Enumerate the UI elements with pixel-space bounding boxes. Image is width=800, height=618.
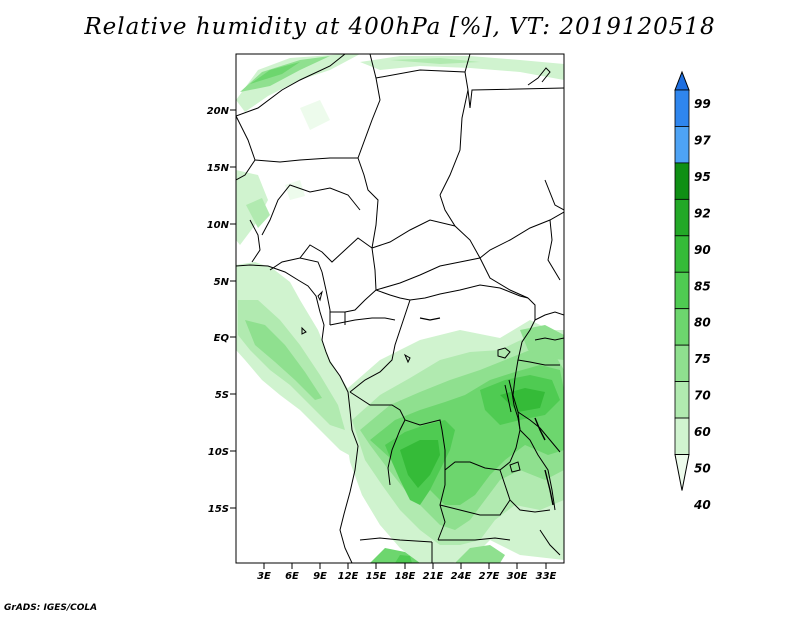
colorbar-arrow-top [674, 70, 690, 91]
colorbar-segment [674, 126, 690, 164]
map-frame [235, 53, 565, 564]
colorbar-segment [674, 162, 690, 200]
colorbar-segment [674, 235, 690, 273]
lon-label: 12E [338, 571, 359, 582]
lon-label: 30E [507, 571, 528, 582]
lon-label: 33E [536, 571, 557, 582]
lat-label: 20N [207, 106, 230, 117]
colorbar-segment [674, 271, 690, 310]
lat-label: 5S [215, 390, 229, 401]
lat-axis: 20N 15N 10N 5N EQ 5S 10S 15S [207, 106, 236, 515]
lat-label: 10S [208, 447, 229, 458]
lon-label: 9E [313, 571, 327, 582]
colorbar-label: 80 [694, 316, 711, 330]
lon-label: 15E [366, 571, 387, 582]
colorbar-label: 60 [694, 425, 711, 439]
colorbar-segment [674, 344, 690, 382]
lat-label: 15S [208, 504, 229, 515]
colorbar-label: 50 [694, 462, 711, 476]
colorbar-label: 70 [694, 389, 711, 403]
lat-label: EQ [214, 333, 230, 344]
colorbar-arrow-bottom [674, 454, 690, 491]
lon-axis: 3E 6E 9E 12E 15E 18E 21E 24E 27E 30E 33E [257, 563, 557, 582]
lon-label: 6E [285, 571, 299, 582]
colorbar-label: 99 [694, 97, 711, 111]
lon-label: 24E [451, 571, 472, 582]
lon-label: 18E [395, 571, 416, 582]
colorbar-label: 92 [694, 206, 711, 220]
lon-label: 21E [423, 571, 444, 582]
plot-title: Relative humidity at 400hPa [%], VT: 201… [84, 14, 716, 40]
colorbar-label: 75 [694, 352, 711, 366]
lat-label: 15N [207, 163, 230, 174]
country-boundaries [236, 54, 564, 563]
colorbar-label: 85 [694, 279, 711, 293]
colorbar-label: 90 [694, 243, 711, 257]
colorbar-segment [674, 417, 690, 455]
colorbar-label: 40 [693, 498, 711, 512]
lon-label: 3E [257, 571, 271, 582]
lat-label: 5N [214, 277, 230, 288]
colorbar-label: 95 [694, 170, 711, 184]
lat-label: 10N [207, 220, 230, 231]
colorbar: 99 97 95 92 90 85 80 75 70 60 50 40 [674, 70, 711, 512]
lon-label: 27E [479, 571, 500, 582]
credit-label: GrADS: IGES/COLA [4, 603, 98, 613]
colorbar-segment [674, 381, 690, 419]
colorbar-segment [674, 308, 690, 346]
colorbar-segment [674, 198, 690, 237]
colorbar-segment [674, 89, 690, 127]
colorbar-label: 97 [694, 133, 711, 147]
